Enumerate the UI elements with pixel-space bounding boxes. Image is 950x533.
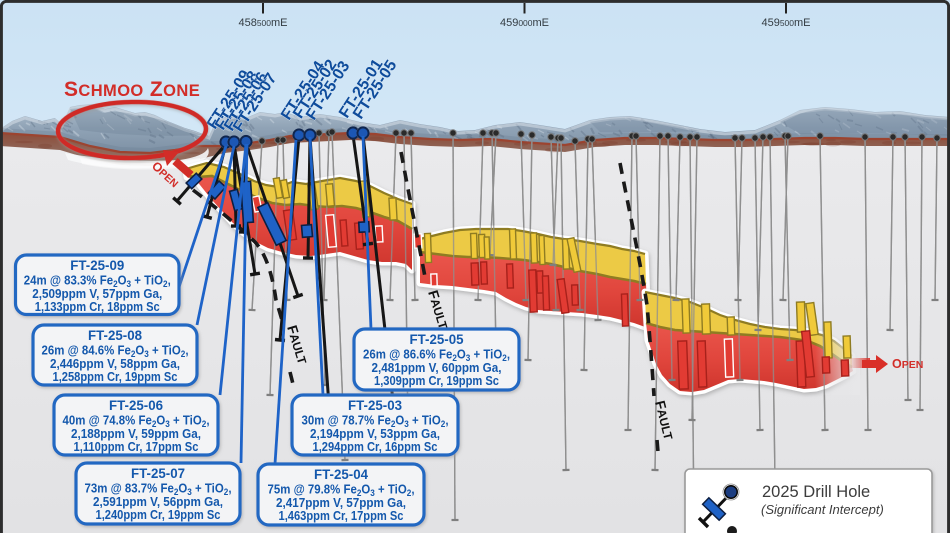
svg-text:2,509ppm V, 57ppm Ga,: 2,509ppm V, 57ppm Ga, xyxy=(32,287,162,301)
svg-text:2025 Drill Hole: 2025 Drill Hole xyxy=(762,483,870,501)
svg-text:459000mE: 459000mE xyxy=(500,17,549,29)
svg-text:2,417ppm V, 57ppm Ga,: 2,417ppm V, 57ppm Ga, xyxy=(276,496,406,510)
svg-text:75m @ 79.8% Fe2O3 + TiO2,: 75m @ 79.8% Fe2O3 + TiO2, xyxy=(268,483,415,499)
svg-text:SCHMOO ZONE: SCHMOO ZONE xyxy=(64,78,200,101)
svg-text:1,463ppm Cr, 17ppm Sc: 1,463ppm Cr, 17ppm Sc xyxy=(279,509,404,523)
svg-text:FT-25-03: FT-25-03 xyxy=(348,398,402,413)
svg-text:1,240ppm Cr, 19ppm Sc: 1,240ppm Cr, 19ppm Sc xyxy=(96,508,221,522)
svg-text:1,294ppm Cr, 16ppm Sc: 1,294ppm Cr, 16ppm Sc xyxy=(313,440,438,454)
svg-text:458500mE: 458500mE xyxy=(238,17,287,29)
svg-text:FT-25-06: FT-25-06 xyxy=(109,398,163,413)
svg-text:1,133ppm Cr, 18ppm Sc: 1,133ppm Cr, 18ppm Sc xyxy=(35,300,160,314)
svg-text:459500mE: 459500mE xyxy=(761,17,810,29)
svg-text:2,481ppm V, 60ppm Ga,: 2,481ppm V, 60ppm Ga, xyxy=(372,361,502,375)
svg-text:24m @ 83.3% Fe2O3 + TiO2,: 24m @ 83.3% Fe2O3 + TiO2, xyxy=(24,274,171,290)
svg-text:2,188ppm V, 59ppm Ga,: 2,188ppm V, 59ppm Ga, xyxy=(71,427,201,441)
svg-text:FT-25-07: FT-25-07 xyxy=(131,466,185,481)
svg-text:FT-25-08: FT-25-08 xyxy=(88,328,142,343)
svg-text:OPEN: OPEN xyxy=(892,357,923,371)
svg-text:2,591ppm V, 56ppm Ga,: 2,591ppm V, 56ppm Ga, xyxy=(93,495,223,509)
svg-text:1,309ppm Cr, 19ppm Sc: 1,309ppm Cr, 19ppm Sc xyxy=(374,374,499,388)
svg-text:73m @ 83.7% Fe2O3 + TiO2,: 73m @ 83.7% Fe2O3 + TiO2, xyxy=(85,482,232,498)
svg-text:2,194ppm V, 53ppm Ga,: 2,194ppm V, 53ppm Ga, xyxy=(310,427,440,441)
svg-text:(Significant Intercept): (Significant Intercept) xyxy=(761,502,884,517)
svg-text:1,110ppm Cr, 17ppm Sc: 1,110ppm Cr, 17ppm Sc xyxy=(74,440,199,454)
svg-text:30m @ 78.7% Fe2O3 + TiO2,: 30m @ 78.7% Fe2O3 + TiO2, xyxy=(302,414,449,430)
svg-text:2,446ppm V, 58ppm Ga,: 2,446ppm V, 58ppm Ga, xyxy=(50,357,180,371)
svg-text:FT-25-05: FT-25-05 xyxy=(410,332,464,347)
svg-text:FT-25-04: FT-25-04 xyxy=(314,467,368,482)
svg-text:FT-25-09: FT-25-09 xyxy=(70,258,124,273)
svg-text:1,258ppm Cr, 19ppm Sc: 1,258ppm Cr, 19ppm Sc xyxy=(53,370,178,384)
svg-text:40m @ 74.8% Fe2O3 + TiO2,: 40m @ 74.8% Fe2O3 + TiO2, xyxy=(63,414,210,430)
svg-text:26m @ 84.6% Fe2O3 + TiO2,: 26m @ 84.6% Fe2O3 + TiO2, xyxy=(42,344,189,360)
svg-text:26m @ 86.6% Fe2O3 + TiO2,: 26m @ 86.6% Fe2O3 + TiO2, xyxy=(363,348,510,364)
